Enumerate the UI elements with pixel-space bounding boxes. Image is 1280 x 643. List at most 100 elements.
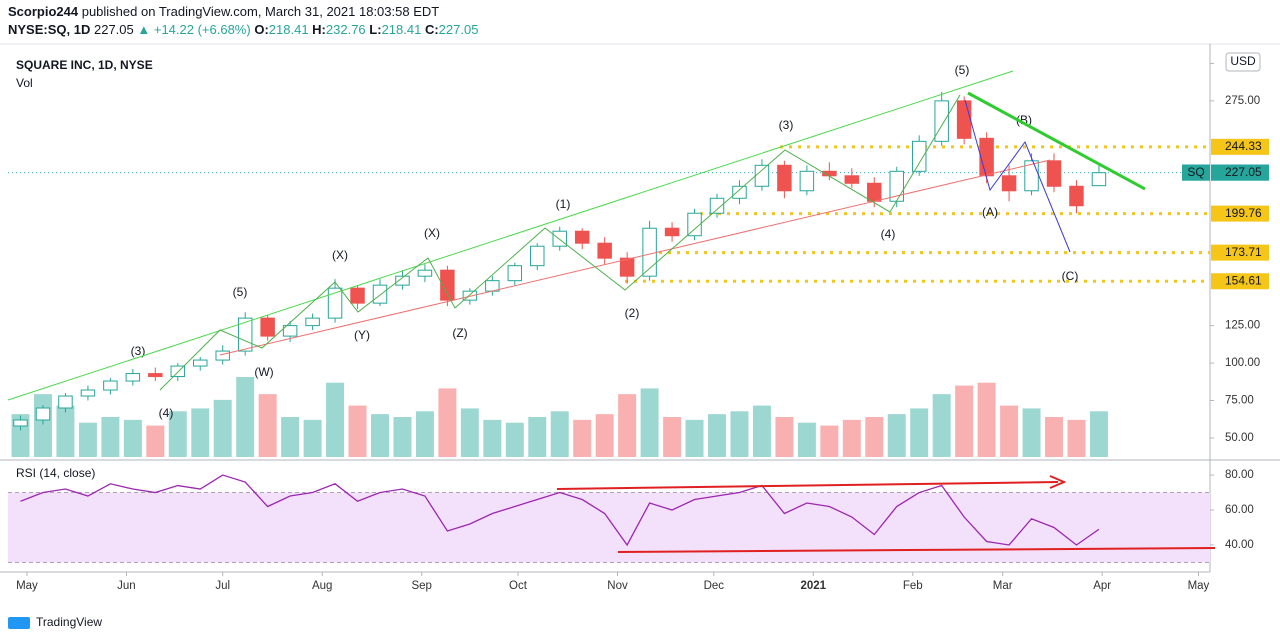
ohlc-value: 218.41 bbox=[382, 22, 422, 37]
wave-label: (W) bbox=[254, 365, 273, 379]
logo: TradingView bbox=[8, 615, 102, 629]
candle-body bbox=[260, 317, 275, 337]
volume-bar bbox=[1067, 419, 1086, 457]
candle-body bbox=[193, 359, 208, 367]
level-name-box bbox=[1182, 164, 1210, 181]
level-label: 244.33 bbox=[1225, 139, 1262, 153]
volume-bar bbox=[191, 408, 210, 457]
published: published on TradingView.com, March 31, … bbox=[82, 4, 440, 19]
quote-line: NYSE:SQ, 1D 227.05 ▲ +14.22 (+6.68%) O:2… bbox=[8, 22, 478, 37]
wave-label: (2) bbox=[625, 306, 640, 320]
volume-bar bbox=[842, 419, 861, 457]
candle-body bbox=[777, 164, 792, 192]
volume-bar bbox=[775, 417, 794, 457]
volume-bar bbox=[640, 388, 659, 457]
candle-body bbox=[979, 137, 994, 177]
ohlc-label: H: bbox=[312, 22, 326, 37]
volume-bar bbox=[78, 422, 97, 457]
wave-label: (4) bbox=[159, 406, 174, 420]
candle-body bbox=[1001, 175, 1017, 192]
candle-body bbox=[664, 227, 680, 237]
candle-body bbox=[125, 373, 141, 382]
x-tick-label: Oct bbox=[509, 580, 528, 592]
wave-label: (X) bbox=[332, 248, 348, 262]
candle-body bbox=[372, 284, 388, 304]
wave-label: (Y) bbox=[354, 328, 370, 342]
rsi-trend-line bbox=[617, 547, 1216, 553]
rsi-band bbox=[8, 492, 1210, 563]
candle-body bbox=[13, 419, 28, 427]
wave-label: (1) bbox=[556, 197, 571, 211]
wave-label: (X) bbox=[424, 226, 440, 240]
x-tick-label: May bbox=[16, 580, 38, 592]
ohlc-value: 218.41 bbox=[269, 22, 309, 37]
volume-bar bbox=[865, 417, 884, 457]
candle-body bbox=[956, 100, 972, 139]
wave-label: (3) bbox=[131, 344, 146, 358]
last: 227.05 bbox=[94, 22, 134, 37]
x-tick-label: Dec bbox=[704, 580, 725, 592]
volume-bar bbox=[326, 382, 345, 457]
x-tick-label: Apr bbox=[1093, 580, 1111, 592]
volume-bar bbox=[708, 414, 726, 457]
volume-bar bbox=[101, 417, 120, 457]
ohlc-label: C: bbox=[425, 22, 439, 37]
y-tick-label: 80.00 bbox=[1225, 469, 1254, 481]
candle-body bbox=[754, 164, 770, 187]
volume-bar bbox=[550, 411, 569, 457]
candle-body bbox=[552, 230, 567, 247]
volume-bar bbox=[932, 394, 951, 457]
volume-bar bbox=[663, 417, 682, 457]
volume-bar bbox=[595, 414, 614, 457]
level-label-box bbox=[1211, 164, 1269, 181]
currency: USD bbox=[1230, 54, 1256, 68]
volume-bar bbox=[460, 408, 479, 457]
logo-mark bbox=[8, 617, 30, 629]
level-name: SQ bbox=[1187, 165, 1204, 179]
candle-body bbox=[395, 275, 410, 286]
volume-bar bbox=[415, 411, 434, 457]
volume-bar bbox=[348, 405, 367, 457]
candle-body bbox=[597, 242, 612, 259]
drawings bbox=[7, 70, 1216, 553]
wave-path bbox=[159, 94, 961, 391]
candle-body bbox=[440, 269, 455, 301]
wave-path bbox=[964, 99, 1071, 253]
brand: TradingView bbox=[36, 615, 102, 629]
currency-box[interactable] bbox=[1225, 52, 1261, 72]
x-tick-label: Mar bbox=[993, 580, 1013, 592]
level-label-box bbox=[1211, 273, 1269, 290]
candle-body bbox=[170, 365, 186, 378]
candle-body bbox=[867, 182, 882, 202]
rsi-trend-line bbox=[556, 481, 1059, 490]
x-tick-label: Aug bbox=[312, 580, 332, 592]
y-tick-label: 275.00 bbox=[1225, 95, 1260, 107]
volume-bar bbox=[213, 399, 232, 457]
candle-body bbox=[35, 407, 51, 421]
candle-body bbox=[709, 197, 725, 214]
level-label: 227.05 bbox=[1225, 165, 1262, 179]
candle-body bbox=[507, 265, 523, 282]
volume-bar bbox=[371, 414, 389, 457]
candle-body bbox=[462, 290, 478, 301]
volume-bar bbox=[887, 414, 906, 457]
change: ▲ +14.22 (+6.68%) bbox=[137, 22, 250, 37]
header-line: Scorpio244 published on TradingView.com,… bbox=[8, 4, 439, 19]
level-label: 199.76 bbox=[1225, 206, 1262, 220]
candle-body bbox=[327, 287, 343, 319]
volume-bar bbox=[910, 408, 929, 457]
volume-bar bbox=[483, 419, 502, 457]
volume-bar bbox=[752, 405, 771, 457]
plot-layer: May Jun Jul Aug Sep Oct Nov Dec 2021 Feb Mar Apr May… bbox=[8, 57, 1269, 592]
y-tick-label: 60.00 bbox=[1225, 504, 1254, 516]
volume-bar bbox=[730, 411, 749, 457]
y-tick-label: 40.00 bbox=[1225, 539, 1254, 551]
wave-label: (Z) bbox=[452, 326, 467, 340]
wave-label: (C) bbox=[1062, 269, 1079, 283]
symbol-legend: SQUARE INC, 1D, NYSE bbox=[16, 58, 153, 72]
trend-line bbox=[967, 91, 1146, 191]
candle-body bbox=[58, 395, 73, 409]
ohlc-value: 227.05 bbox=[439, 22, 479, 37]
ohlc-label: L: bbox=[369, 22, 381, 37]
wave-label: (5) bbox=[233, 285, 248, 299]
